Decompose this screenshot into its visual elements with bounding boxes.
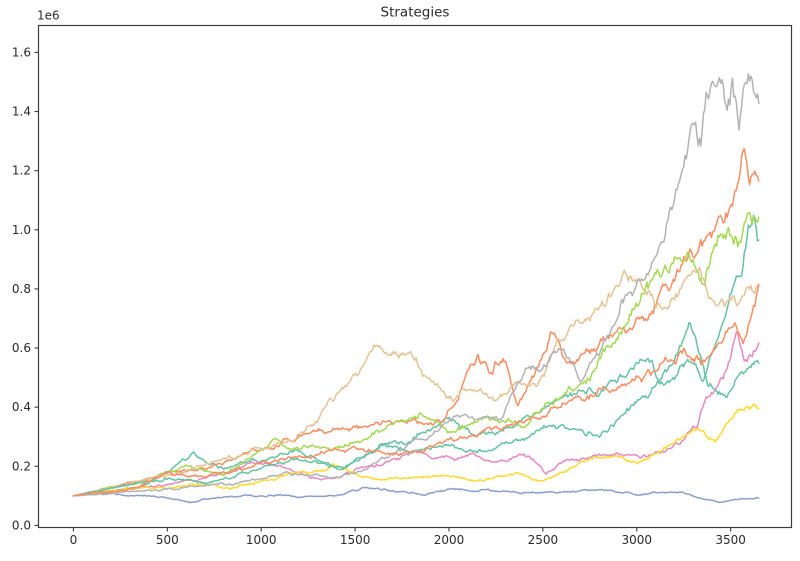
x-tick-label: 2000	[434, 533, 465, 547]
y-tick-label: 1.6	[12, 45, 31, 59]
series-3-blue-line	[72, 486, 760, 504]
series-5-lime-line	[72, 211, 760, 497]
x-tick-label: 2500	[528, 533, 559, 547]
x-tick-label: 1000	[246, 533, 277, 547]
y-tick-label: 0.0	[12, 518, 31, 532]
y-tick-label: 1.4	[12, 105, 31, 119]
y-tick-label: 0.2	[12, 459, 31, 473]
x-tick-label: 3500	[715, 533, 746, 547]
y-tick-label: 1.0	[12, 223, 31, 237]
series-1-teal-line	[72, 214, 760, 497]
series-2-orange-line	[72, 148, 760, 497]
y-tick-label: 0.4	[12, 400, 31, 414]
chart-title: Strategies	[381, 5, 450, 21]
x-tick-label: 1500	[340, 533, 371, 547]
x-tick-label: 0	[70, 533, 78, 547]
plot-area: 0 500 1000 1500 2000 2500 3000 3500 0.0 0.2 0.4 0.6…	[12, 24, 793, 547]
series-8-gray-line	[72, 73, 760, 497]
x-tick-label: 3000	[621, 533, 652, 547]
y-axis-offset-label: 1e6	[37, 9, 60, 23]
series-6-yellow-line	[72, 403, 760, 497]
y-tick-label: 0.6	[12, 341, 31, 355]
series-7-tan-line	[72, 266, 760, 497]
y-tick-label: 0.8	[12, 282, 31, 296]
y-tick-label: 1.2	[12, 164, 31, 178]
axes-spines	[37, 24, 793, 529]
series-9-teal-line	[72, 321, 760, 497]
x-tick-label: 500	[156, 533, 179, 547]
series-10-orange-line	[72, 283, 760, 497]
